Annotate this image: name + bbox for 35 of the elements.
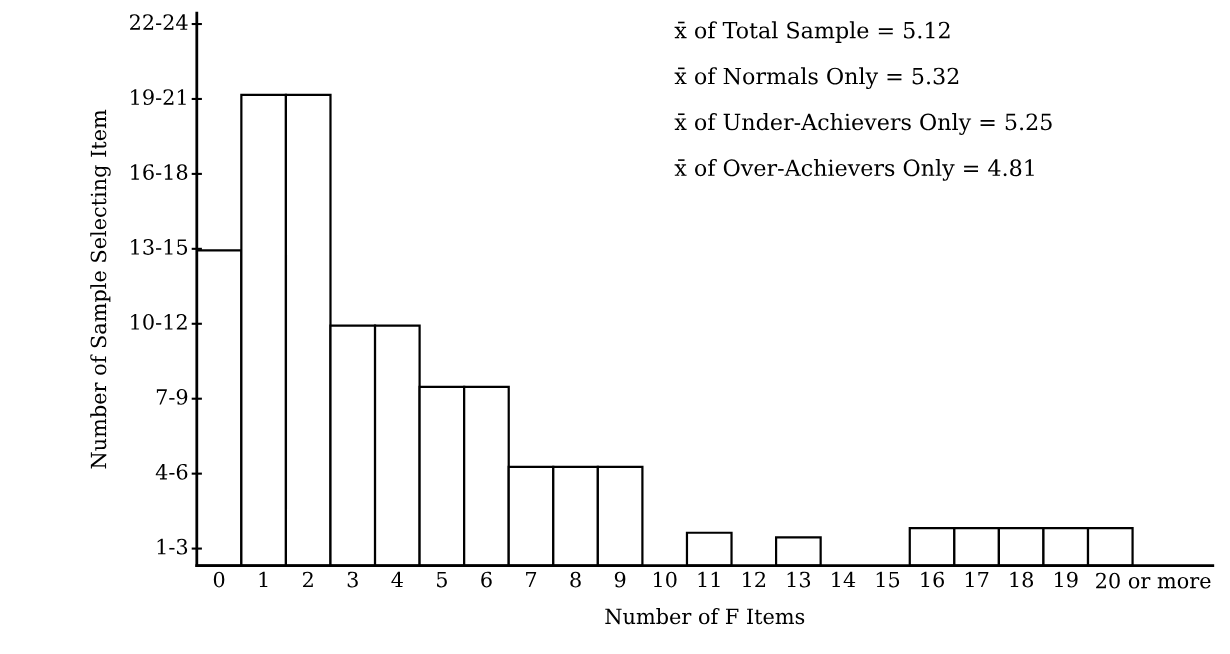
text: 10-12 — [131, 314, 187, 330]
x-tick-label: 8 — [570, 571, 581, 588]
x-tick-label: 17 — [965, 571, 989, 588]
x-tick-label: 16 — [921, 571, 944, 588]
annotation: x̄ of Over-Achievers Only = 4.81 — [674, 158, 1034, 181]
annotation: x̄ of Under-Achievers Only = 5.25 — [674, 113, 1052, 135]
x-tick-label: 7 — [526, 571, 537, 588]
x-tick-label: 5 — [437, 571, 447, 588]
text: 1-3 — [157, 538, 188, 555]
y-axis-title: Number of Sample Selecting Item — [90, 109, 111, 469]
x-tick-label: 19 — [1055, 571, 1078, 588]
x-tick-label: 20 or more — [1096, 572, 1211, 589]
x-tick-label: 11 — [698, 571, 720, 588]
x-tick-label: 0 — [213, 571, 225, 588]
text: x̄ of Normals Only = 5.32 — [674, 67, 959, 90]
x-tick-label: 9 — [614, 571, 626, 588]
x-tick-label: 15 — [876, 571, 900, 588]
x-axis-title: Number of F Items — [605, 608, 805, 625]
x-tick-label: 12 — [743, 571, 766, 588]
x-tick-label: 6 — [481, 571, 492, 588]
x-tick-label: 3 — [347, 571, 358, 588]
text: x̄ of Total Sample = 5.12 — [674, 21, 950, 43]
text: 13-15 — [131, 239, 188, 255]
text: 7-9 — [156, 388, 188, 405]
x-tick-label: 1 — [259, 571, 268, 588]
x-tick-label: 2 — [302, 571, 313, 588]
x-tick-label: 13 — [787, 571, 811, 588]
x-tick-label: 4 — [391, 571, 403, 588]
text: 19-21 — [131, 89, 186, 105]
x-tick-label: 18 — [1010, 571, 1034, 588]
x-tick-label: 10 — [653, 571, 677, 588]
text: 4-6 — [155, 463, 188, 480]
text: 22-24 — [130, 14, 188, 30]
x-tick-label: 14 — [832, 571, 856, 588]
text: 16-18 — [131, 164, 188, 180]
